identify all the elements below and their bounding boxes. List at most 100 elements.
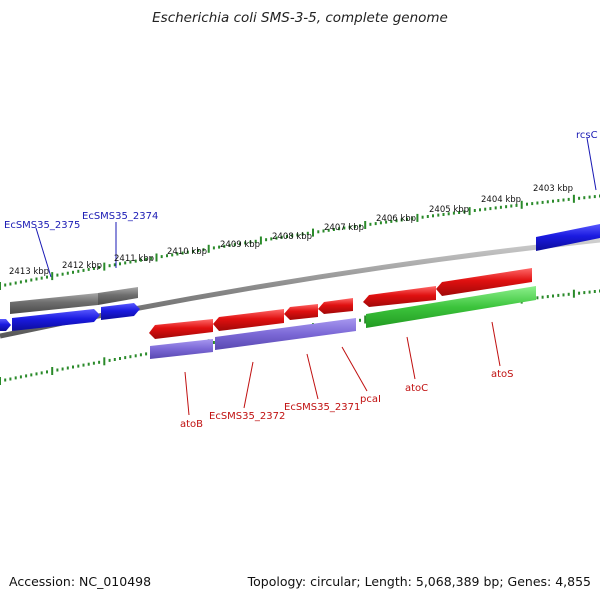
lower-ring-tick bbox=[583, 291, 586, 295]
upper-ring-tick bbox=[505, 205, 508, 209]
upper-ring-tick bbox=[442, 213, 445, 216]
lower-ring-tick bbox=[82, 363, 85, 367]
gene-pcai[interactable] bbox=[318, 298, 353, 314]
lower-ring-tick bbox=[66, 366, 69, 370]
upper-ring-tick bbox=[312, 228, 314, 237]
upper-ring-tick bbox=[25, 279, 28, 283]
gene-ecsms35-2375-gray[interactable] bbox=[10, 293, 98, 314]
upper-ring-tick bbox=[421, 215, 424, 219]
upper-ring-tick bbox=[145, 257, 148, 261]
upper-scale-ring bbox=[0, 194, 600, 290]
lower-ring-tick bbox=[14, 376, 17, 380]
upper-ring-tick bbox=[526, 202, 528, 206]
upper-ring-tick bbox=[510, 204, 513, 208]
upper-ring-tick bbox=[270, 237, 273, 241]
lower-ring-tick bbox=[72, 365, 74, 369]
lower-ring-tick bbox=[92, 361, 95, 365]
upper-ring-tick bbox=[447, 212, 450, 216]
upper-ring-tick bbox=[379, 221, 382, 225]
upper-ring-tick bbox=[166, 254, 168, 258]
lower-ring-tick bbox=[108, 358, 111, 362]
upper-ring-tick bbox=[578, 196, 581, 200]
lower-ring-tick bbox=[9, 377, 12, 381]
upper-ring-tick bbox=[46, 275, 48, 279]
upper-ring-tick bbox=[317, 230, 320, 234]
gene-atob[interactable] bbox=[149, 319, 213, 339]
lower-ring-tick bbox=[124, 356, 127, 360]
upper-ring-tick bbox=[139, 258, 142, 262]
operon-purple-1[interactable] bbox=[150, 339, 213, 359]
gene-blue-edge-left[interactable] bbox=[0, 319, 11, 331]
upper-ring-tick bbox=[296, 233, 299, 237]
upper-ring-tick bbox=[202, 248, 205, 252]
upper-ring-tick bbox=[515, 203, 518, 207]
label-ecsms35-2375: EcSMS35_2375 bbox=[4, 220, 80, 231]
gene-ecsms35-2371[interactable] bbox=[284, 304, 318, 320]
lower-ring-tick bbox=[61, 367, 64, 371]
upper-ring-tick bbox=[239, 242, 241, 246]
leader-atob bbox=[184, 371, 190, 416]
lower-ring-tick bbox=[364, 315, 367, 324]
gene-ecsms35-2374-gray[interactable] bbox=[98, 287, 138, 305]
gene-rcsc[interactable] bbox=[536, 224, 600, 251]
upper-ring-tick bbox=[332, 228, 335, 231]
upper-ring-tick bbox=[134, 259, 137, 263]
gene-blue-segment-2[interactable] bbox=[101, 303, 140, 320]
upper-ring-tick bbox=[479, 208, 481, 212]
upper-ring-tick bbox=[72, 270, 74, 274]
upper-ring-tick bbox=[14, 281, 17, 285]
upper-ring-tick bbox=[176, 252, 179, 256]
gene-ecsms35-2372[interactable] bbox=[213, 309, 284, 331]
lower-ring-tick bbox=[359, 318, 361, 322]
upper-ring-tick bbox=[531, 202, 534, 206]
label-pcai: pcaI bbox=[360, 394, 381, 405]
gene-blue-segment-1[interactable] bbox=[12, 309, 100, 331]
upper-ring-tick bbox=[322, 229, 325, 233]
gene-atos[interactable] bbox=[436, 268, 532, 296]
upper-ring-tick bbox=[249, 240, 252, 244]
upper-ring-tick bbox=[301, 232, 304, 236]
axis-label-2407: 2407 kbp bbox=[324, 223, 364, 233]
upper-ring-tick bbox=[275, 236, 278, 240]
lower-ring-tick bbox=[557, 293, 560, 297]
upper-ring-tick bbox=[411, 217, 414, 221]
lower-ring-tick bbox=[46, 370, 48, 374]
lower-ring-tick bbox=[113, 358, 116, 361]
lower-ring-tick bbox=[0, 377, 1, 385]
lower-ring-tick bbox=[552, 294, 554, 298]
gene-atoc[interactable] bbox=[363, 286, 436, 307]
upper-ring-tick bbox=[452, 211, 455, 215]
axis-label-2406: 2406 kbp bbox=[376, 214, 416, 224]
upper-ring-tick bbox=[233, 243, 236, 247]
axis-label-2404: 2404 kbp bbox=[481, 195, 521, 205]
lower-ring-tick bbox=[19, 375, 22, 379]
upper-ring-tick bbox=[306, 231, 309, 235]
upper-ring-tick bbox=[129, 260, 132, 264]
leader-atos bbox=[491, 321, 501, 367]
upper-ring-tick bbox=[400, 218, 403, 222]
upper-ring-tick bbox=[40, 276, 43, 280]
upper-ring-tick bbox=[9, 282, 12, 286]
upper-ring-tick bbox=[567, 197, 570, 201]
upper-ring-tick bbox=[557, 199, 560, 203]
axis-label-2413: 2413 kbp bbox=[9, 267, 49, 277]
operon-purple-2[interactable] bbox=[215, 318, 356, 350]
upper-ring-tick bbox=[150, 256, 153, 260]
upper-ring-tick bbox=[359, 224, 361, 228]
upper-ring-tick bbox=[499, 205, 502, 209]
lower-ring-tick bbox=[572, 289, 575, 298]
upper-ring-tick bbox=[186, 250, 189, 254]
upper-ring-tick bbox=[51, 272, 54, 281]
upper-ring-tick bbox=[92, 267, 95, 270]
label-atoc: atoC bbox=[405, 383, 428, 394]
operon-green[interactable] bbox=[366, 286, 536, 328]
lower-ring-tick bbox=[4, 378, 7, 382]
upper-ring-tick bbox=[494, 206, 497, 210]
upper-ring-tick bbox=[108, 264, 111, 268]
axis-label-2412: 2412 kbp bbox=[62, 261, 102, 271]
upper-ring-tick bbox=[458, 211, 461, 214]
upper-ring-tick bbox=[468, 207, 471, 216]
upper-ring-tick bbox=[56, 273, 59, 277]
label-ecsms35-2371: EcSMS35_2371 bbox=[284, 402, 360, 413]
